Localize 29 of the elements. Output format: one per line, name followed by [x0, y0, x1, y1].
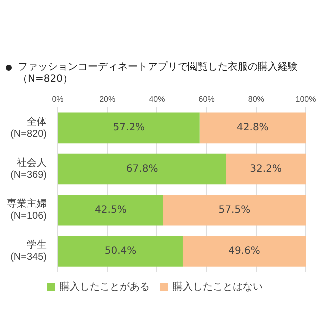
text: 57.5% — [218, 204, 251, 216]
x-tick-label: 0% — [52, 95, 64, 104]
bar — [200, 112, 306, 144]
x-tick-label: 20% — [100, 95, 116, 104]
bar — [182, 236, 306, 267]
y-tick-label: 専業主婦 (N=106) — [7, 198, 47, 222]
y-tick-label: 全体 (N=820) — [10, 116, 47, 140]
bar — [226, 154, 306, 185]
y-tick-label: 社会人 (N=369) — [10, 157, 47, 181]
x-tick-label: 100% — [296, 95, 316, 104]
legend-label: 購入したことがある — [60, 280, 150, 293]
bar — [58, 154, 226, 185]
legend-label: 購入したことはない — [173, 280, 263, 293]
bar — [58, 236, 183, 267]
x-tick-label: 60% — [198, 95, 215, 104]
x-tick-label: 40% — [149, 95, 166, 104]
text: 49.6% — [228, 246, 260, 258]
bar — [58, 194, 164, 226]
text: 57.2% — [113, 122, 146, 134]
text: 42.8% — [237, 122, 269, 134]
chart-title: ファッションコーディネートアプリで閲覧した衣服の購入経験（N=820） — [18, 62, 299, 86]
y-tick-label: 学生 (N=345) — [10, 239, 47, 264]
text: 67.8% — [126, 164, 158, 175]
text: 42.5% — [95, 204, 127, 216]
x-tick-label: 80% — [248, 95, 264, 104]
text: 50.4% — [104, 246, 137, 258]
bar — [163, 194, 306, 226]
text: 32.2% — [250, 164, 282, 175]
bar — [58, 112, 200, 144]
